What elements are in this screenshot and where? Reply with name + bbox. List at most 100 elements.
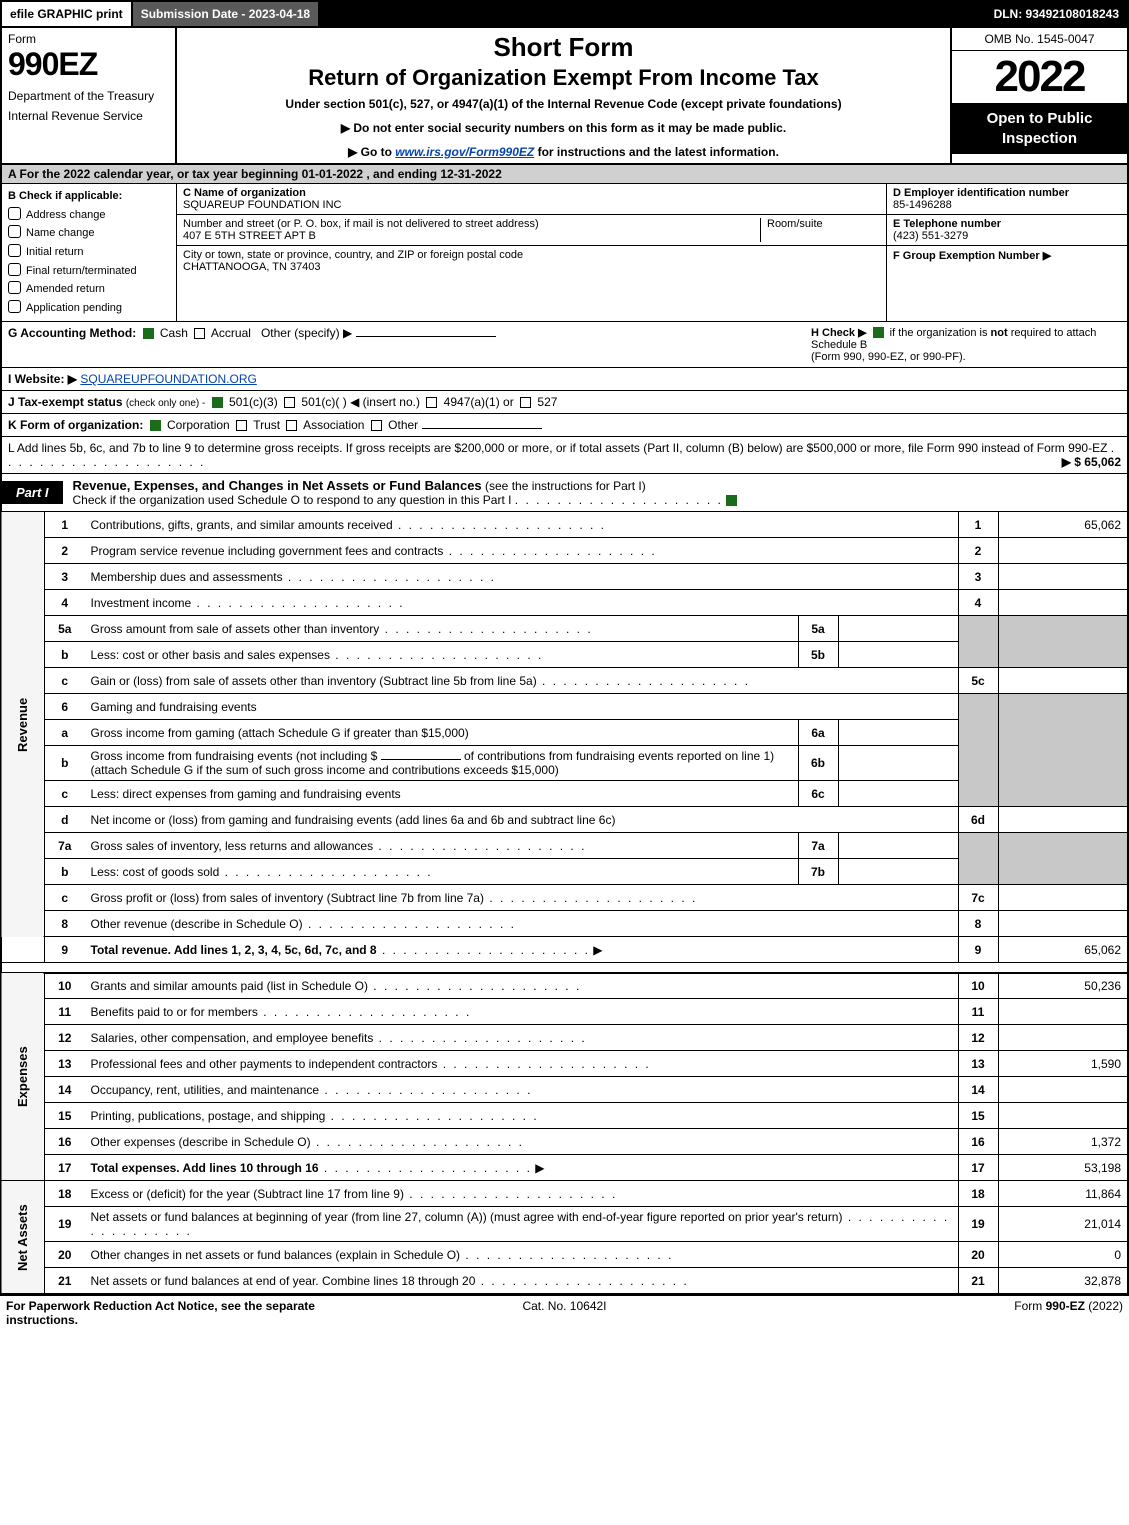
- ln-9-num: 9: [45, 937, 85, 963]
- goto-post: for instructions and the latest informat…: [538, 145, 779, 159]
- ln-17-num: 17: [45, 1155, 85, 1181]
- j-opt4: 527: [537, 395, 557, 409]
- ln-6b-num: b: [45, 746, 85, 781]
- row-18: Net Assets 18 Excess or (deficit) for th…: [1, 1181, 1128, 1207]
- footer-left: For Paperwork Reduction Act Notice, see …: [6, 1299, 378, 1327]
- footer-right-bold: 990-EZ: [1046, 1299, 1085, 1313]
- k-corp: Corporation: [167, 418, 230, 432]
- ln-3-val: [998, 564, 1128, 590]
- row-3: 3 Membership dues and assessments 3: [1, 564, 1128, 590]
- ln-21-val: 32,878: [998, 1268, 1128, 1294]
- phone-value: (423) 551-3279: [893, 230, 968, 242]
- ln-20-desc: Other changes in net assets or fund bala…: [91, 1248, 461, 1262]
- k-other-blank[interactable]: [422, 428, 542, 429]
- chk-527[interactable]: [520, 397, 531, 408]
- ln-5a-num: 5a: [45, 616, 85, 642]
- ln-6b-subval: [838, 746, 958, 781]
- line-i: I Website: ▶ SQUAREUPFOUNDATION.ORG: [2, 367, 1127, 390]
- ln-5c-val: [998, 668, 1128, 694]
- block-ghij: G Accounting Method: Cash Accrual Other …: [0, 322, 1129, 414]
- block-bcdef: B Check if applicable: Address change Na…: [0, 184, 1129, 322]
- warning-ssn: ▶ Do not enter social security numbers o…: [187, 121, 940, 135]
- i-label: I Website: ▶: [8, 372, 77, 386]
- chk-501c[interactable]: [284, 397, 295, 408]
- ln-19-num: 19: [45, 1207, 85, 1242]
- ln-4-ref: 4: [958, 590, 998, 616]
- chk-4947[interactable]: [426, 397, 437, 408]
- row-12: 12 Salaries, other compensation, and emp…: [1, 1025, 1128, 1051]
- chk-amended-return[interactable]: Amended return: [8, 280, 170, 299]
- ein-value: 85-1496288: [893, 199, 952, 211]
- ln-14-val: [998, 1077, 1128, 1103]
- ln-7a-sub: 7a: [798, 833, 838, 859]
- ln-2-val: [998, 538, 1128, 564]
- row-11: 11 Benefits paid to or for members 11: [1, 999, 1128, 1025]
- ln-12-num: 12: [45, 1025, 85, 1051]
- form-word: Form: [8, 32, 169, 46]
- ln-11-desc: Benefits paid to or for members: [91, 1005, 258, 1019]
- k-label: K Form of organization:: [8, 418, 143, 432]
- ln-6a-num: a: [45, 720, 85, 746]
- ln-7a-num: 7a: [45, 833, 85, 859]
- org-name-cell: C Name of organization SQUAREUP FOUNDATI…: [183, 187, 880, 211]
- form-number: 990EZ: [8, 46, 169, 83]
- ln-1-val: 65,062: [998, 512, 1128, 538]
- street-cell: Number and street (or P. O. box, if mail…: [183, 218, 760, 242]
- chk-501c3[interactable]: [212, 397, 223, 408]
- dln-label: DLN: 93492108018243: [986, 2, 1127, 26]
- ln-2-ref: 2: [958, 538, 998, 564]
- part-1-header: Part I Revenue, Expenses, and Changes in…: [0, 474, 1129, 512]
- chk-cash[interactable]: [143, 328, 154, 339]
- row-1: Revenue 1 Contributions, gifts, grants, …: [1, 512, 1128, 538]
- ln-20-num: 20: [45, 1242, 85, 1268]
- ln-16-num: 16: [45, 1129, 85, 1155]
- chk-address-change[interactable]: Address change: [8, 206, 170, 225]
- chk-corporation[interactable]: [150, 420, 161, 431]
- footer-center: Cat. No. 10642I: [378, 1299, 750, 1327]
- ln-6b-blank[interactable]: [381, 759, 461, 760]
- ln-7c-desc: Gross profit or (loss) from sales of inv…: [91, 891, 484, 905]
- chk-other-org[interactable]: [371, 420, 382, 431]
- g-accrual: Accrual: [211, 326, 251, 340]
- top-bar: efile GRAPHIC print Submission Date - 20…: [0, 0, 1129, 28]
- ln-16-val: 1,372: [998, 1129, 1128, 1155]
- goto-link[interactable]: www.irs.gov/Form990EZ: [395, 145, 534, 159]
- ln-17-desc: Total expenses. Add lines 10 through 16: [91, 1161, 319, 1175]
- chk-association[interactable]: [286, 420, 297, 431]
- row-7a: 7a Gross sales of inventory, less return…: [1, 833, 1128, 859]
- row-13: 13 Professional fees and other payments …: [1, 1051, 1128, 1077]
- ln-7c-ref: 7c: [958, 885, 998, 911]
- ein-label: D Employer identification number: [893, 187, 1069, 199]
- title-return: Return of Organization Exempt From Incom…: [187, 65, 940, 91]
- row-6: 6 Gaming and fundraising events: [1, 694, 1128, 720]
- ln-1-ref: 1: [958, 512, 998, 538]
- k-trust: Trust: [253, 418, 280, 432]
- ln-16-desc: Other expenses (describe in Schedule O): [91, 1135, 311, 1149]
- row-6d: d Net income or (loss) from gaming and f…: [1, 807, 1128, 833]
- chk-initial-return[interactable]: Initial return: [8, 243, 170, 262]
- ln-5-grey-val: [998, 616, 1128, 668]
- chk-name-change[interactable]: Name change: [8, 224, 170, 243]
- chk-schedule-o-used[interactable]: [726, 495, 737, 506]
- ln-2-desc: Program service revenue including govern…: [91, 544, 444, 558]
- chk-schedule-b-not-required[interactable]: [873, 327, 884, 338]
- part-1-tab: Part I: [2, 481, 63, 504]
- website-link[interactable]: SQUAREUPFOUNDATION.ORG: [80, 372, 256, 386]
- row-14: 14 Occupancy, rent, utilities, and maint…: [1, 1077, 1128, 1103]
- ln-20-ref: 20: [958, 1242, 998, 1268]
- ln-12-val: [998, 1025, 1128, 1051]
- ln-6d-val: [998, 807, 1128, 833]
- ln-4-val: [998, 590, 1128, 616]
- chk-final-return[interactable]: Final return/terminated: [8, 262, 170, 281]
- chk-trust[interactable]: [236, 420, 247, 431]
- chk-accrual[interactable]: [194, 328, 205, 339]
- l-text: L Add lines 5b, 6c, and 7b to line 9 to …: [8, 441, 1107, 455]
- g-other-blank[interactable]: [356, 336, 496, 337]
- chk-application-pending[interactable]: Application pending: [8, 299, 170, 318]
- ln-11-val: [998, 999, 1128, 1025]
- j-opt3: 4947(a)(1) or: [444, 395, 514, 409]
- ln-7c-num: c: [45, 885, 85, 911]
- ln-13-ref: 13: [958, 1051, 998, 1077]
- ln-5-grey-ref: [958, 616, 998, 668]
- ln-6d-num: d: [45, 807, 85, 833]
